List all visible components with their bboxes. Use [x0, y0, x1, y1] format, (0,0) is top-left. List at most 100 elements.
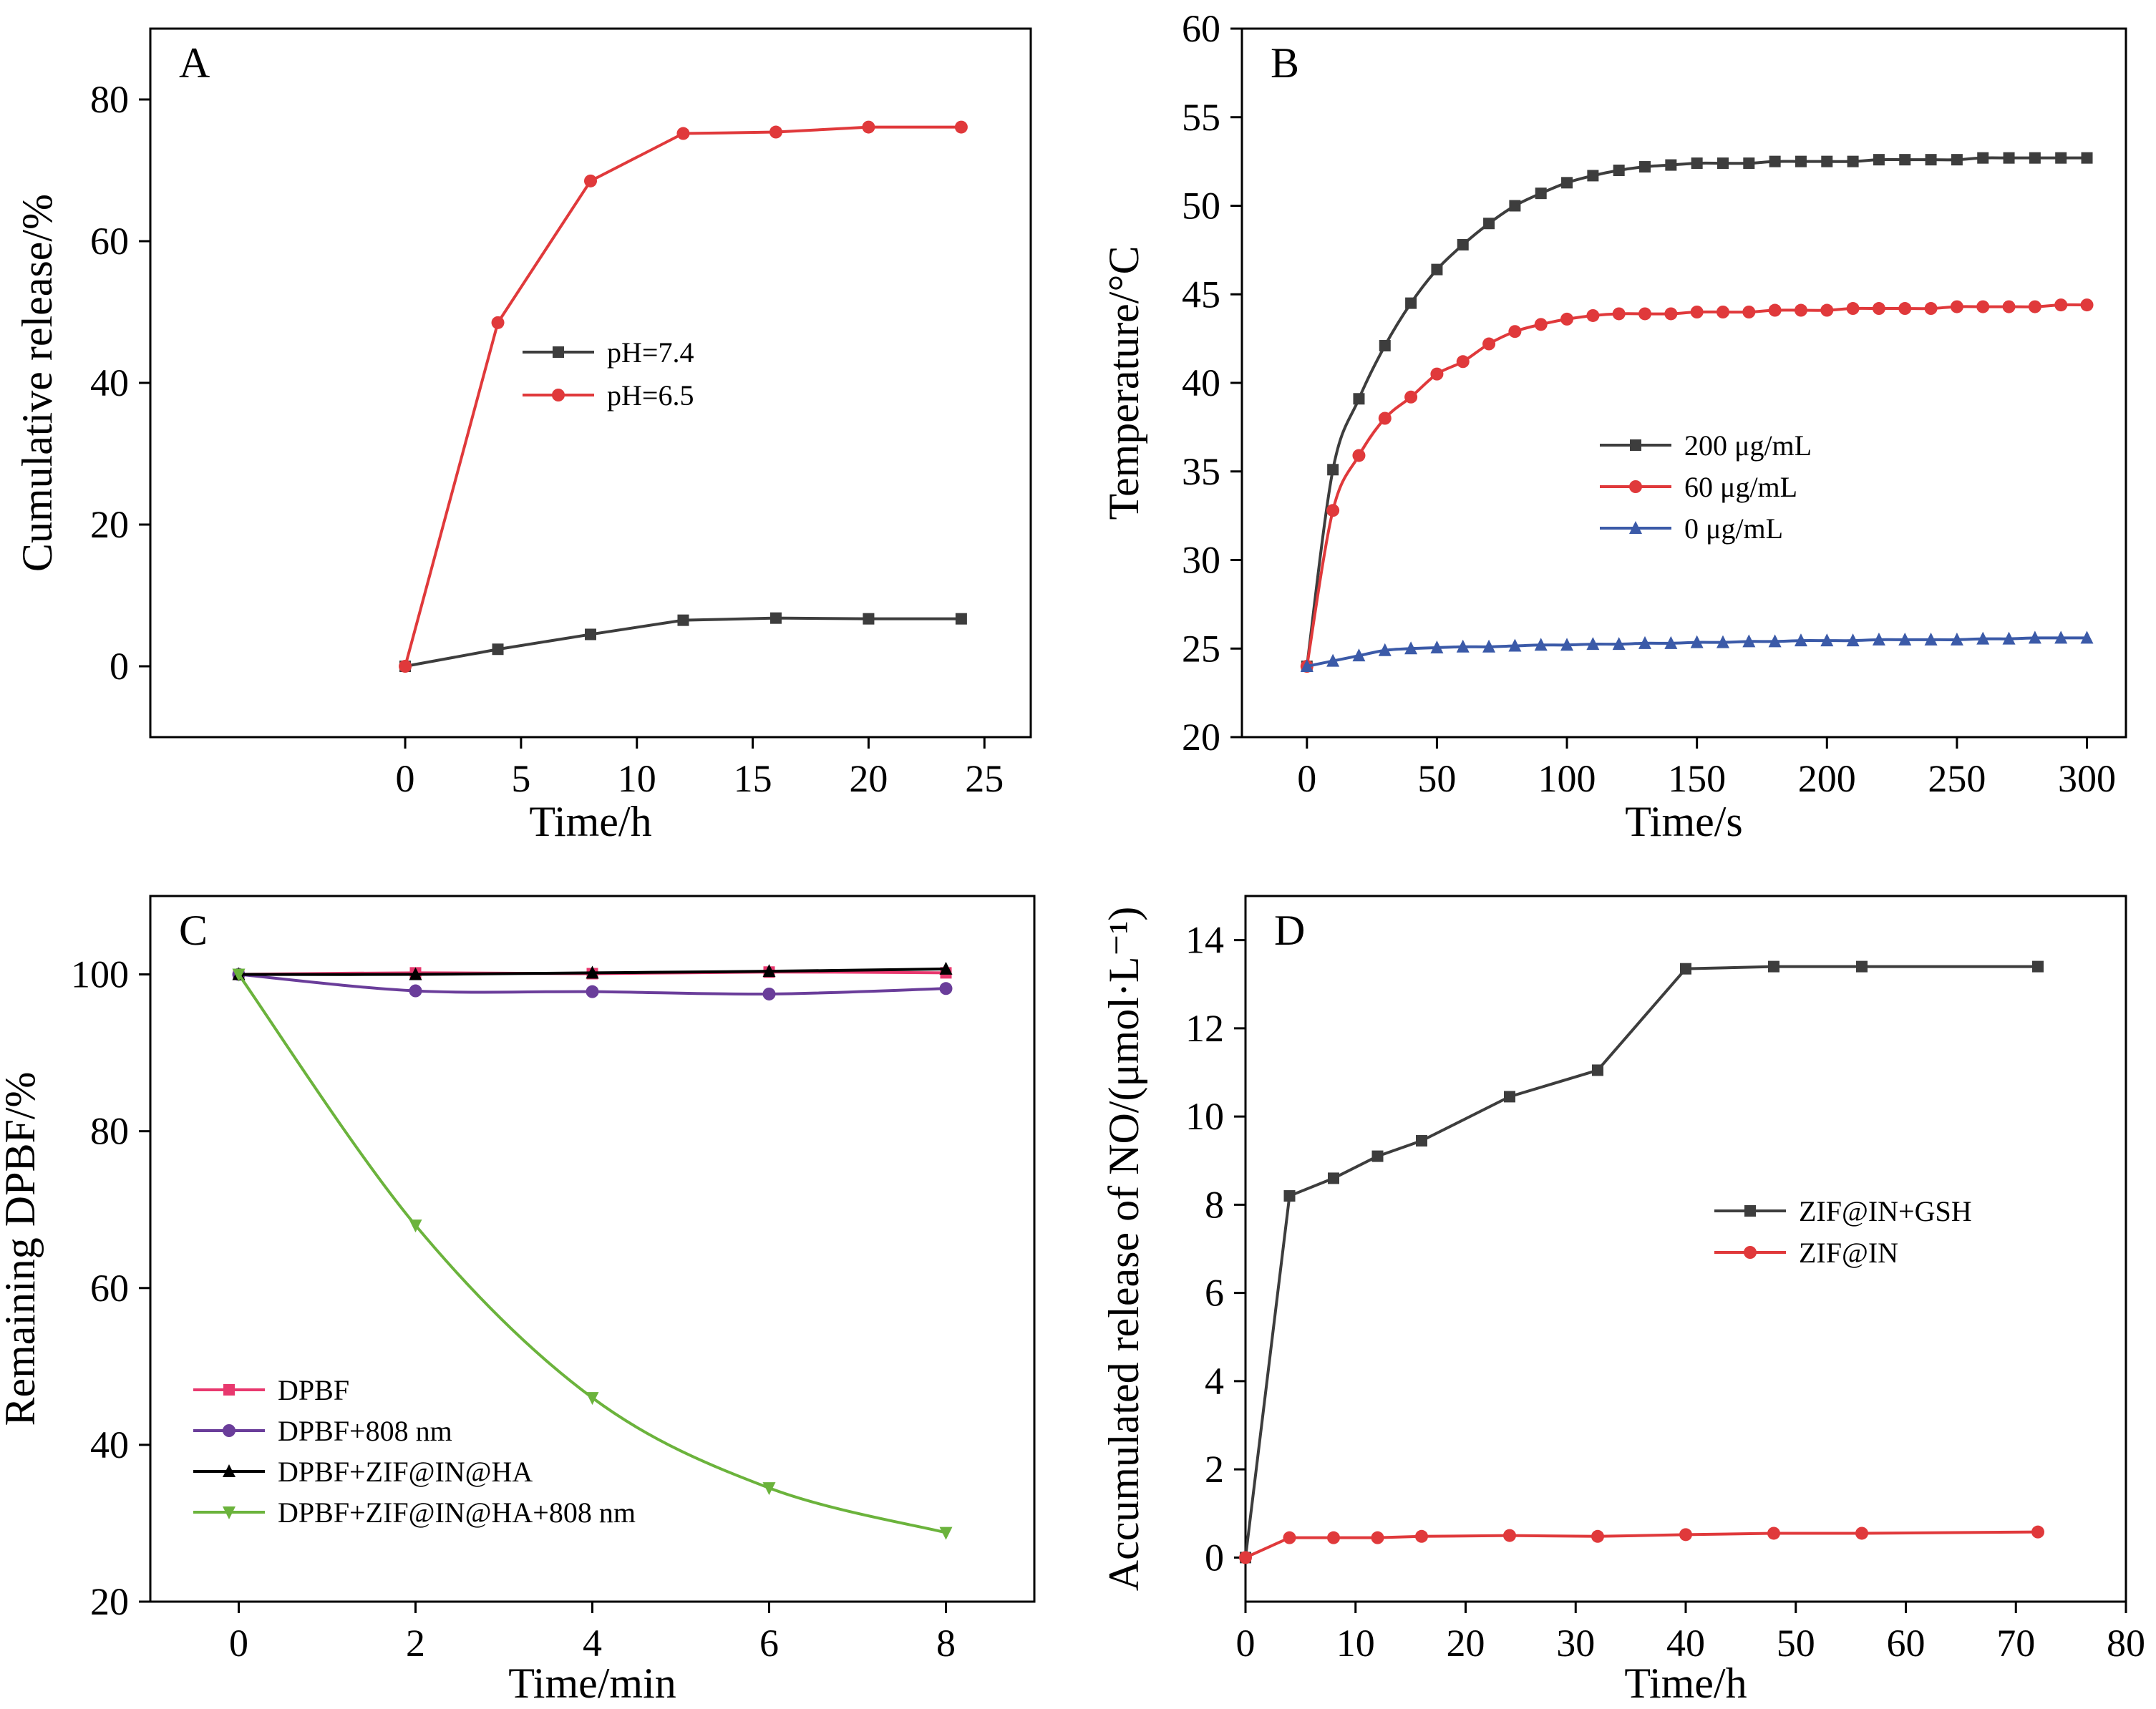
data-point	[1847, 155, 1859, 167]
data-point	[1560, 312, 1574, 326]
x-tick-label: 20	[1447, 1622, 1485, 1665]
y-tick-label: 20	[90, 1580, 129, 1623]
data-point	[762, 987, 776, 1000]
data-point	[1665, 159, 1677, 171]
data-point	[1457, 238, 1469, 250]
panel-letter: C	[179, 907, 208, 954]
panel-letter: D	[1274, 907, 1305, 954]
x-tick-label: 50	[1777, 1622, 1815, 1665]
x-tick-label: 0	[1297, 757, 1316, 800]
data-point	[1794, 633, 1807, 647]
data-point	[1898, 302, 1912, 316]
y-tick-label: 2	[1205, 1448, 1224, 1491]
legend-label: 200 μg/mL	[1684, 429, 1812, 462]
y-tick-label: 40	[1182, 361, 1220, 404]
x-tick-label: 0	[1236, 1622, 1256, 1665]
data-point	[1664, 636, 1678, 649]
y-tick-label: 4	[1205, 1360, 1224, 1403]
data-point	[1899, 154, 1911, 166]
x-tick-label: 0	[229, 1622, 248, 1665]
data-point	[762, 964, 776, 978]
series-3	[232, 968, 953, 1540]
data-point	[1767, 1527, 1780, 1540]
data-point	[1371, 1531, 1384, 1544]
y-tick-label: 60	[90, 220, 129, 263]
data-point	[1379, 340, 1391, 352]
data-point	[1535, 188, 1547, 200]
plot-frame	[1244, 895, 2127, 1603]
data-point	[2031, 1525, 2044, 1539]
legend: DPBF DPBF+808 nm DPBF+ZIF@IN@HA DPBF+ZIF@IN…	[193, 1374, 636, 1529]
y-axis-label: Cumulative release/%	[14, 194, 61, 572]
legend-marker	[1744, 1205, 1756, 1217]
data-point	[1328, 1172, 1339, 1184]
panel-letter: A	[179, 39, 210, 87]
data-point	[409, 1219, 422, 1233]
x-tick-label: 50	[1417, 757, 1456, 800]
data-point	[862, 120, 875, 134]
data-point	[586, 965, 599, 979]
y-tick-label: 12	[1185, 1007, 1224, 1050]
data-point	[1352, 648, 1366, 662]
x-tick-label: 150	[1668, 757, 1726, 800]
data-point	[2080, 298, 2094, 312]
data-point	[1612, 307, 1626, 321]
data-point	[1769, 155, 1781, 167]
legend-marker	[1629, 521, 1642, 534]
legend-label: 60 μg/mL	[1684, 471, 1797, 503]
data-point	[1592, 1064, 1603, 1076]
data-point	[1820, 303, 1834, 317]
data-point	[1743, 157, 1755, 170]
panel-letter: B	[1271, 39, 1299, 87]
y-axis-label: Accumulated release of NO/(μmol·L⁻¹)	[1100, 907, 1147, 1591]
legend-label: DPBF+ZIF@IN@HA	[278, 1456, 533, 1488]
data-point	[1950, 632, 1963, 646]
data-point	[1456, 639, 1470, 653]
legend-label: 0 μg/mL	[1684, 512, 1783, 545]
x-axis-label: Time/h	[529, 798, 651, 845]
data-point	[1691, 157, 1703, 170]
y-tick-label: 14	[1185, 919, 1224, 962]
legend-marker	[552, 389, 565, 401]
data-point	[585, 628, 596, 641]
data-point	[1509, 200, 1521, 212]
data-point	[2055, 152, 2067, 164]
data-point	[1821, 155, 1833, 167]
data-point	[1404, 390, 1418, 404]
data-point	[769, 125, 782, 139]
data-point	[955, 613, 967, 625]
legend-marker	[553, 346, 564, 358]
chart-panel-a: 0 5 10 15 20 25 0 20 40 60 80 Time/h Cumulative rele…	[14, 27, 1032, 845]
y-tick-label: 40	[90, 1423, 129, 1466]
data-point	[762, 1482, 776, 1496]
data-point	[1283, 1190, 1296, 1202]
x-tick-label: 200	[1798, 757, 1856, 800]
x-tick-label: 15	[734, 757, 772, 800]
series-line	[1244, 965, 2038, 1558]
x-axis-label: Time/min	[508, 1660, 676, 1707]
data-point	[1378, 412, 1392, 425]
data-point	[1950, 300, 1963, 313]
data-point	[1898, 632, 1912, 646]
x-tick-label: 25	[965, 757, 1004, 800]
x-tick-label: 8	[936, 1622, 956, 1665]
data-point	[1768, 960, 1779, 973]
data-point	[1404, 641, 1418, 655]
data-point	[1639, 161, 1651, 173]
data-point	[1872, 302, 1885, 316]
series-0	[1240, 960, 2044, 1564]
x-tick-label: 10	[1336, 1622, 1375, 1665]
data-point	[939, 982, 953, 995]
data-point	[399, 660, 412, 673]
x-tick-label: 6	[759, 1622, 779, 1665]
data-point	[1768, 303, 1782, 317]
x-axis-label: Time/h	[1624, 1660, 1747, 1707]
data-point	[1664, 307, 1678, 321]
legend: 200 μg/mL 60 μg/mL 0 μg/mL	[1600, 429, 1812, 545]
series-line	[237, 973, 946, 1534]
data-point	[1456, 355, 1470, 369]
y-tick-label: 40	[90, 361, 129, 404]
data-point	[1503, 1529, 1516, 1542]
series-2	[232, 961, 953, 980]
